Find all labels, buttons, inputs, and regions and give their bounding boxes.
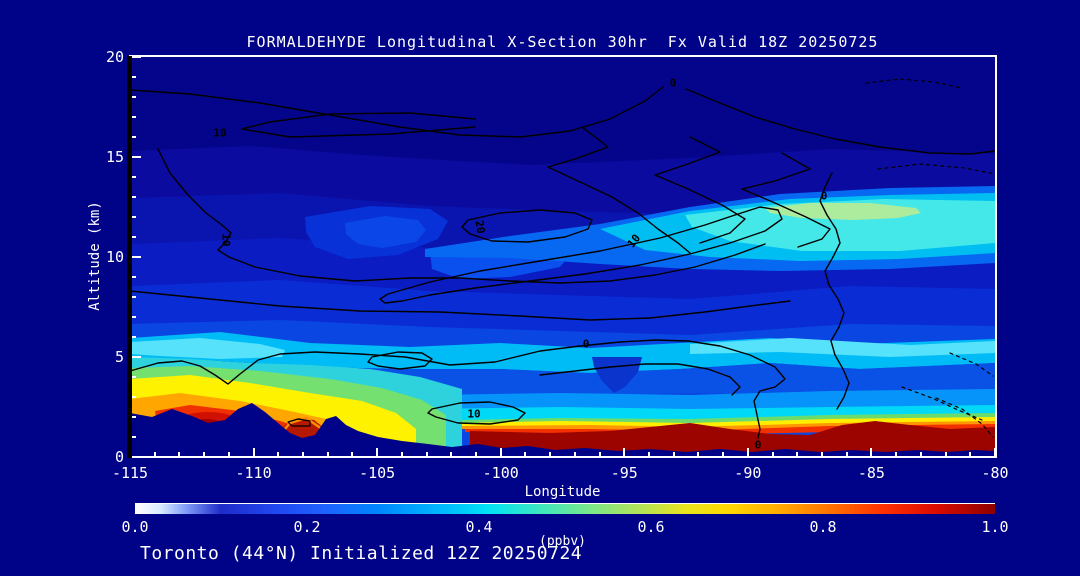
- x-tick: [524, 452, 527, 457]
- x-tick: [598, 452, 601, 457]
- x-tick-label: -115: [111, 464, 149, 482]
- contour-value-label: 0: [820, 189, 828, 203]
- x-tick-label: -100: [482, 464, 519, 482]
- colorbar-tick-label: 0.6: [637, 518, 665, 536]
- x-tick: [821, 452, 823, 457]
- colorbar-units: (ppbv): [539, 534, 586, 549]
- x-tick-label: -90: [734, 464, 762, 482]
- x-tick: [499, 448, 502, 457]
- contour-value-label: 10: [219, 233, 233, 247]
- y-tick: [130, 76, 136, 78]
- x-tick-label: -85: [857, 464, 885, 482]
- x-tick: [845, 452, 848, 457]
- concentration-field: [130, 57, 995, 457]
- x-tick: [648, 452, 650, 457]
- y-tick: [130, 56, 141, 58]
- x-tick: [178, 452, 181, 457]
- colorbar-tick-label: 0.4: [465, 518, 493, 536]
- x-tick: [944, 452, 947, 457]
- x-tick: [672, 452, 675, 457]
- y-tick: [130, 236, 136, 238]
- y-tick: [130, 416, 136, 418]
- x-tick: [400, 452, 403, 457]
- x-tick: [870, 448, 873, 457]
- contour-value-label: 20: [472, 219, 488, 235]
- y-axis-title: Altitude (km): [87, 201, 103, 311]
- x-tick: [376, 448, 379, 457]
- x-axis-title: Longitude: [524, 484, 601, 500]
- x-tick-label: -95: [610, 464, 638, 482]
- x-tick: [549, 452, 552, 457]
- colorbar-tick-label: 0.8: [809, 518, 837, 536]
- x-tick: [203, 452, 206, 457]
- x-tick: [771, 452, 774, 457]
- concentration-field-svg: [130, 57, 995, 457]
- y-tick-label: 15: [105, 148, 124, 166]
- x-tick: [895, 452, 898, 457]
- y-tick: [130, 316, 136, 318]
- y-tick-label: 20: [105, 48, 124, 66]
- x-tick-label: -80: [981, 464, 1009, 482]
- x-tick: [153, 452, 156, 457]
- x-tick: [919, 452, 922, 457]
- contour-lines: [130, 78, 995, 439]
- x-tick: [475, 452, 477, 457]
- x-tick-label: -110: [235, 464, 272, 482]
- y-tick: [130, 296, 136, 298]
- x-tick: [351, 452, 354, 457]
- y-tick: [130, 176, 136, 178]
- contour-value-label: 0: [754, 438, 762, 452]
- x-tick: [796, 452, 799, 457]
- terrain-silhouette: [130, 403, 995, 457]
- contour-value-label: 10: [213, 126, 227, 140]
- contour-value-label: 0: [669, 76, 677, 90]
- y-tick: [130, 136, 136, 138]
- x-tick: [573, 452, 576, 457]
- y-tick: [130, 376, 136, 378]
- negative-contour-dashes: [865, 78, 995, 438]
- plot-border-bottom: [129, 456, 997, 458]
- contour-value-label: 0: [582, 337, 590, 351]
- colorbar-tick-label: 0.2: [293, 518, 321, 536]
- y-tick: [130, 156, 141, 158]
- y-tick: [130, 336, 136, 338]
- x-tick: [697, 452, 700, 457]
- x-tick: [227, 452, 230, 457]
- x-tick: [623, 448, 626, 457]
- x-tick: [969, 452, 972, 457]
- plot-border-right: [995, 55, 997, 458]
- colorbar: [135, 503, 995, 514]
- x-tick: [277, 452, 280, 457]
- plot-border-top: [129, 55, 997, 57]
- x-tick: [450, 452, 453, 457]
- colorbar-tick-label: 0.0: [121, 518, 149, 536]
- y-tick: [130, 396, 136, 398]
- x-tick: [746, 448, 749, 457]
- y-axis-line: [127, 56, 132, 458]
- y-tick: [130, 116, 136, 118]
- contour-value-label: 10: [467, 407, 481, 421]
- y-tick: [130, 196, 136, 198]
- y-tick-label: 5: [114, 348, 124, 366]
- init-info-text: Toronto (44°N) Initialized 12Z 20250724: [140, 543, 583, 564]
- y-tick: [130, 256, 141, 258]
- colorbar-tick-label: 1.0: [981, 518, 1009, 536]
- y-tick: [130, 96, 136, 98]
- plot-title: FORMALDEHYDE Longitudinal X-Section 30hr…: [246, 33, 879, 51]
- plot-area: 10 0 10 20 10 0 0 0 10: [129, 56, 996, 458]
- y-tick: [130, 276, 136, 278]
- y-tick: [130, 436, 136, 438]
- x-tick: [302, 452, 304, 457]
- y-tick: [130, 356, 141, 358]
- y-tick-label: 10: [105, 248, 124, 266]
- x-tick: [326, 452, 329, 457]
- y-tick: [130, 216, 136, 218]
- y-tick-label: 0: [114, 448, 124, 466]
- x-tick: [425, 452, 428, 457]
- x-tick: [722, 452, 725, 457]
- x-tick: [252, 448, 255, 457]
- x-tick-label: -105: [359, 464, 396, 482]
